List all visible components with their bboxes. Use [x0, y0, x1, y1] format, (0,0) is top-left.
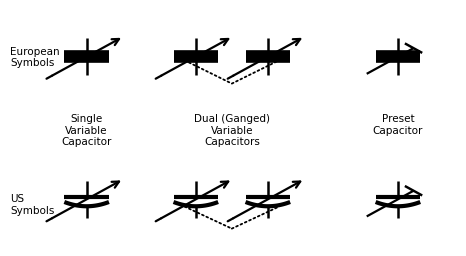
Text: US
Symbols: US Symbols	[10, 194, 55, 216]
Text: Dual (Ganged)
Variable
Capacitors: Dual (Ganged) Variable Capacitors	[194, 114, 270, 147]
Text: Single
Variable
Capacitor: Single Variable Capacitor	[62, 114, 112, 147]
Text: European
Symbols: European Symbols	[10, 47, 60, 68]
Text: Preset
Capacitor: Preset Capacitor	[373, 114, 423, 136]
